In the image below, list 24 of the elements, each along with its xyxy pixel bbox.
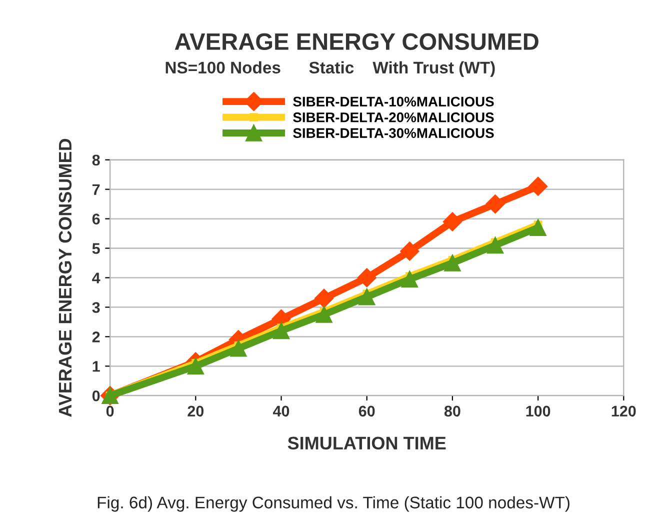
y-tick-label: 5 [92,243,100,254]
y-tick-label: 2 [92,332,100,342]
y-tick-label: 6 [92,214,100,224]
legend-label: SIBER-DELTA-30%MALICIOUS [293,128,494,138]
y-tick-label: 4 [92,272,100,284]
x-tick-label: 80 [444,406,460,417]
y-axis-title: AVERAGE ENERGY CONSUMED [58,138,72,417]
y-tick-label: 7 [92,184,100,195]
x-tick-label: 0 [106,406,114,417]
chart-title: AVERAGE ENERGY CONSUMED [174,33,538,50]
x-tick-label: 60 [358,406,375,417]
y-tick-label: 3 [92,302,100,313]
x-axis-title: SIMULATION TIME [288,436,446,450]
caption: Fig. 6d) Avg. Energy Consumed vs. Time (Static 100 nodes-WT) [98,496,570,512]
y-tick-label: 8 [92,154,100,166]
legend-label: SIBER-DELTA-20%MALICIOUS [293,112,494,122]
x-tick-label: 120 [612,406,636,417]
y-tick-label: 1 [92,361,100,372]
x-tick-label: 20 [188,406,204,417]
chart-subtitle: NS=100 Nodes Static With Trust (WT) [166,61,495,77]
x-tick-label: 100 [526,406,550,417]
y-tick-label: 0 [92,390,100,402]
legend-label: SIBER-DELTA-10%MALICIOUS [293,96,494,107]
x-tick-label: 40 [272,406,290,417]
